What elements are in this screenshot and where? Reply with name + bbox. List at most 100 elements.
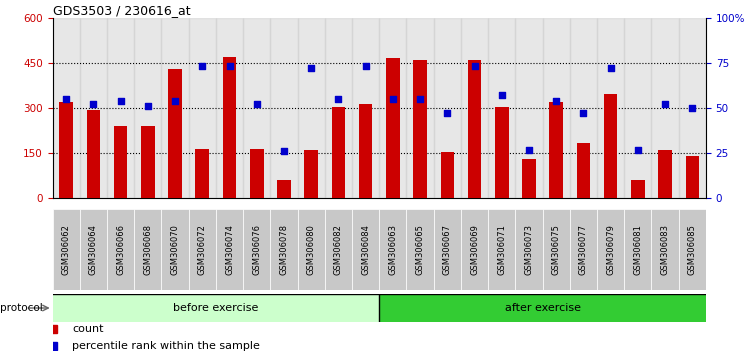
Bar (604, 95, 617, 198)
Text: GSM306082: GSM306082 (334, 224, 343, 275)
Text: percentile rank within the sample: percentile rank within the sample (72, 341, 260, 351)
Text: protocol: protocol (0, 303, 43, 313)
Bar (597, 209, 624, 291)
Bar (461, 209, 488, 291)
Bar (488, 209, 515, 291)
Text: GSM306074: GSM306074 (225, 224, 234, 275)
Text: GSM306062: GSM306062 (62, 224, 71, 275)
Bar (542, 209, 570, 291)
Bar (577, 143, 590, 198)
Point (278, 149, 290, 154)
Bar (324, 209, 352, 291)
Bar (161, 209, 189, 291)
Bar (624, 18, 651, 198)
Text: GSM306083: GSM306083 (661, 224, 670, 275)
Point (169, 98, 181, 104)
Bar (433, 209, 461, 291)
Bar (195, 149, 209, 198)
Bar (332, 107, 345, 198)
Text: GSM306068: GSM306068 (143, 224, 152, 275)
Bar (80, 18, 107, 198)
Bar (686, 156, 699, 198)
Bar (107, 209, 134, 291)
Bar (379, 18, 406, 198)
Bar (651, 18, 679, 198)
Bar (243, 209, 270, 291)
Bar (161, 18, 189, 198)
Bar (550, 102, 563, 198)
Point (469, 64, 481, 69)
Text: GSM306069: GSM306069 (470, 224, 479, 275)
Text: GSM306084: GSM306084 (361, 224, 370, 275)
Text: before exercise: before exercise (173, 303, 258, 313)
Bar (379, 209, 406, 291)
Bar (413, 60, 427, 198)
Text: GSM306078: GSM306078 (279, 224, 288, 275)
Text: GSM306065: GSM306065 (415, 224, 424, 275)
Bar (53, 18, 80, 198)
Text: GDS3503 / 230616_at: GDS3503 / 230616_at (53, 4, 190, 17)
Bar (243, 18, 270, 198)
Bar (679, 209, 706, 291)
Point (414, 96, 426, 102)
Bar (406, 209, 433, 291)
Bar (522, 159, 535, 198)
Bar (570, 209, 597, 291)
Point (224, 64, 236, 69)
Bar (223, 57, 237, 198)
Bar (297, 18, 325, 198)
Point (659, 102, 671, 107)
Bar (441, 152, 454, 198)
Bar (406, 18, 434, 198)
Point (305, 65, 317, 71)
Text: after exercise: after exercise (505, 303, 581, 313)
Point (387, 96, 399, 102)
Text: GSM306077: GSM306077 (579, 224, 588, 275)
Point (632, 147, 644, 153)
Bar (542, 18, 570, 198)
Point (605, 65, 617, 71)
Text: GSM306079: GSM306079 (606, 224, 615, 275)
Text: GSM306070: GSM306070 (170, 224, 179, 275)
Bar (107, 18, 134, 198)
Text: GSM306075: GSM306075 (552, 224, 561, 275)
Bar (624, 209, 651, 291)
Text: count: count (72, 324, 104, 334)
Bar (216, 209, 243, 291)
Bar (570, 18, 597, 198)
Point (60, 96, 72, 102)
Bar (659, 150, 672, 198)
Bar (495, 107, 508, 198)
Bar (141, 126, 155, 198)
Bar (679, 18, 706, 198)
Bar (134, 18, 161, 198)
Bar (114, 126, 128, 198)
Bar (468, 60, 481, 198)
Text: GSM306071: GSM306071 (497, 224, 506, 275)
Bar (386, 58, 400, 198)
Bar (515, 18, 542, 198)
Bar (168, 69, 182, 198)
Bar (488, 18, 515, 198)
Point (360, 64, 372, 69)
Text: GSM306085: GSM306085 (688, 224, 697, 275)
Bar (86, 109, 100, 198)
Bar (461, 18, 488, 198)
Point (550, 98, 562, 104)
Point (87, 102, 99, 107)
Point (496, 92, 508, 98)
Bar (59, 102, 73, 198)
Bar (297, 209, 324, 291)
Point (142, 103, 154, 109)
Bar (651, 209, 679, 291)
Text: GSM306063: GSM306063 (388, 224, 397, 275)
Bar (379, 294, 706, 322)
Point (251, 102, 263, 107)
Bar (270, 18, 297, 198)
Point (333, 96, 345, 102)
Point (196, 64, 208, 69)
Bar (434, 18, 461, 198)
Bar (597, 18, 624, 198)
Text: GSM306072: GSM306072 (198, 224, 207, 275)
Bar (352, 209, 379, 291)
